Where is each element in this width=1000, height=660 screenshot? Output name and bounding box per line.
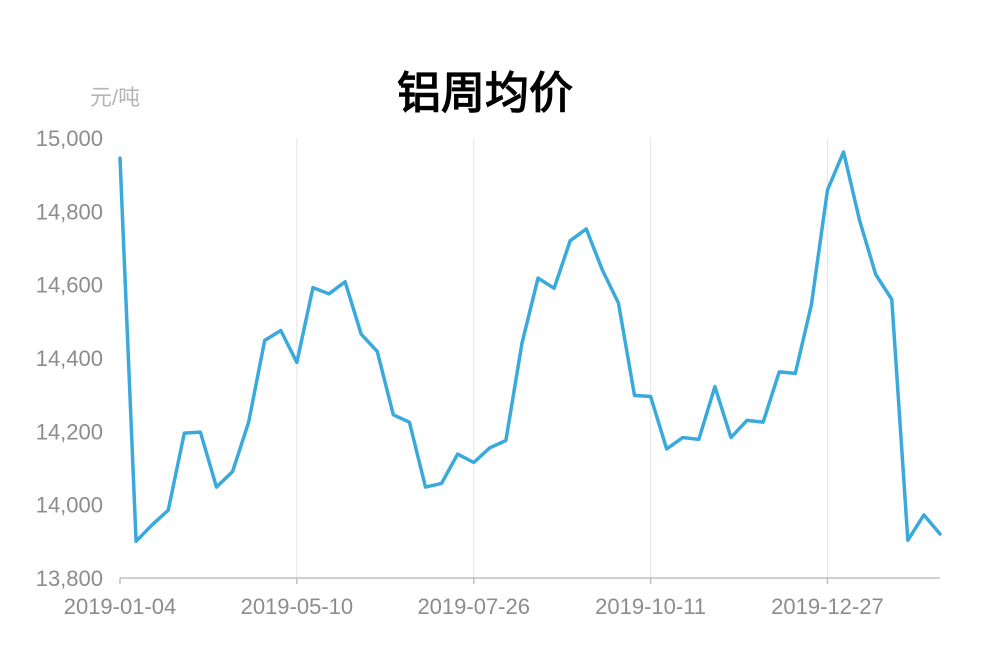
grid-lines	[296, 138, 828, 578]
x-axis-ticks: 2019-01-04 2019-05-10 2019-07-26 2019-10-11…	[64, 578, 884, 619]
x-tick-label: 2019-05-10	[241, 594, 354, 619]
x-tick-label: 2019-10-11	[595, 594, 706, 619]
chart-title: 铝周均价	[397, 68, 573, 119]
y-tick-label: 14,200	[36, 419, 103, 444]
series-layer	[118, 150, 942, 544]
y-tick-label: 14,600	[36, 273, 103, 298]
y-tick-label: 14,000	[36, 493, 103, 518]
y-tick-label: 15,000	[36, 126, 103, 151]
x-tick-label: 2019-07-26	[417, 594, 530, 619]
x-tick-label: 2019-12-27	[771, 594, 884, 619]
series-line-0	[118, 150, 942, 544]
y-tick-label: 14,400	[36, 346, 103, 371]
y-tick-label: 13,800	[36, 566, 103, 591]
y-axis-ticks: 13,800 14,000 14,200 14,400 14,600 14,800 15,0…	[36, 126, 103, 591]
y-axis-unit-label: 元/吨	[90, 85, 140, 110]
y-tick-label: 14,800	[36, 199, 103, 224]
x-tick-label: 2019-01-04	[64, 594, 177, 619]
